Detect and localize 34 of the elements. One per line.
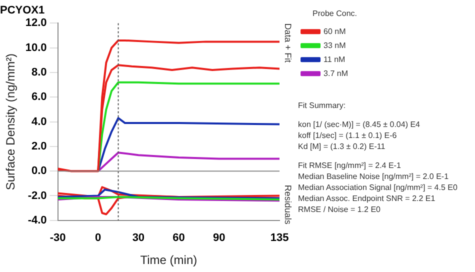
text: Kd [M] = (1.3 ± 0.2) E-11 bbox=[298, 141, 386, 152]
y-tick-label: 10.0 bbox=[25, 42, 47, 54]
y-tick-label: 2.0 bbox=[32, 140, 47, 152]
text: Median Association Signal [ng/mm²] = 4.5 E0 bbox=[298, 182, 458, 193]
y-tick-label: 4.0 bbox=[32, 116, 47, 128]
legend-label: 3.7 nM bbox=[324, 68, 348, 78]
text: kon [1/ (sec·M)] = (8.45 ± 0.04) E4 bbox=[298, 119, 421, 130]
y-tick-label: -4.0 bbox=[28, 214, 47, 226]
legend-label: 33 nM bbox=[324, 40, 346, 50]
legend-label: 60 nM bbox=[324, 26, 346, 36]
legend-title: Probe Conc. bbox=[312, 9, 358, 18]
text: Median Baseline Noise [ng/mm²] = 2.0 E-1 bbox=[298, 171, 450, 182]
x-tick-label: 135 bbox=[270, 232, 289, 244]
y-axis-title: Surface Density (ng/mm²) bbox=[4, 53, 18, 190]
x-axis-title: Time (min) bbox=[140, 253, 198, 268]
y-tick-label: -2.0 bbox=[28, 190, 47, 202]
text: koff [1/sec] = (1.1 ± 0.1) E-6 bbox=[298, 130, 398, 141]
text: Data + Fit bbox=[283, 23, 294, 64]
text: Fit RMSE [ng/mm²] = 2.4 E-1 bbox=[298, 160, 402, 171]
x-tick-label: -30 bbox=[50, 232, 66, 244]
x-tick-label: 0 bbox=[95, 232, 102, 244]
y-tick-label: 0.0 bbox=[32, 165, 47, 178]
text: Fit Summary: bbox=[298, 100, 347, 111]
legend-label: 11 nM bbox=[324, 54, 346, 64]
y-tick-label: 12.0 bbox=[25, 17, 47, 30]
chart-title: PCYOX1 bbox=[0, 4, 45, 17]
y-tick-label: 8.0 bbox=[32, 66, 47, 79]
x-tick-label: 90 bbox=[212, 232, 226, 244]
text: Residuals bbox=[283, 184, 294, 225]
y-tick-label: 6.0 bbox=[32, 91, 47, 104]
text: RMSE / Noise = 1.2 E0 bbox=[298, 204, 382, 215]
x-tick-label: 60 bbox=[172, 232, 185, 244]
x-tick-label: 30 bbox=[132, 232, 145, 244]
text: Median Assoc. Endpoint SNR = 2.2 E1 bbox=[298, 193, 436, 204]
